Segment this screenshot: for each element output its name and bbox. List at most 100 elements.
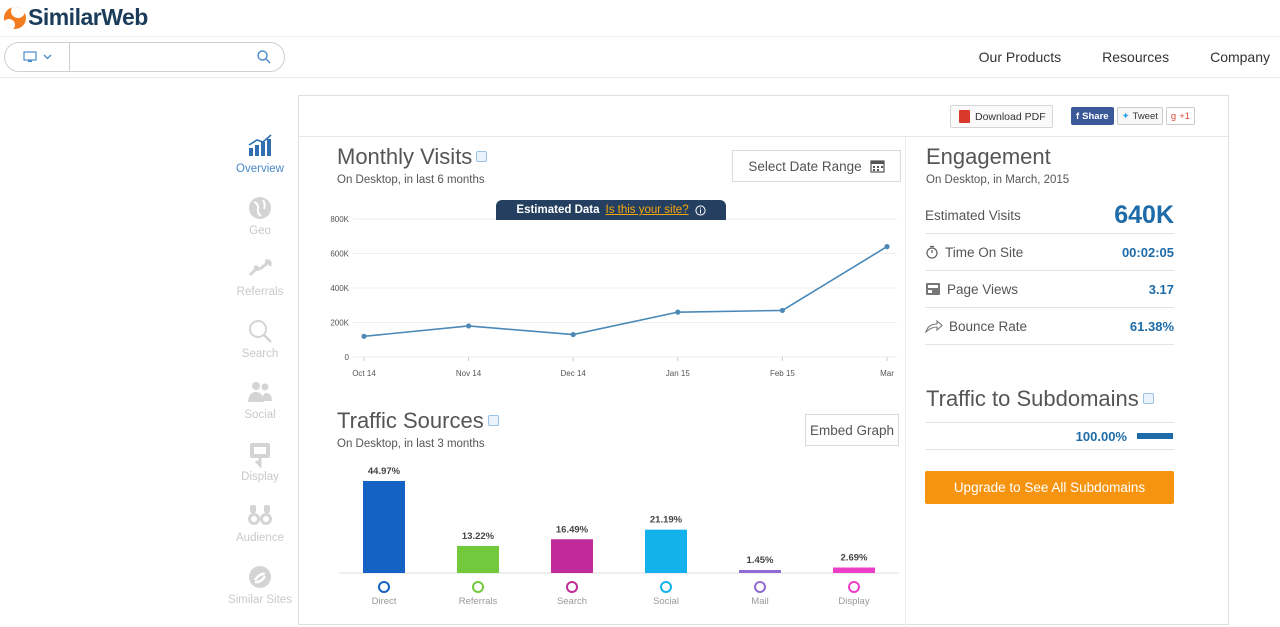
- visits-point: [884, 244, 890, 250]
- tweet-button[interactable]: ✦ Tweet: [1116, 107, 1163, 125]
- similarweb-logo[interactable]: SimilarWeb: [4, 4, 148, 31]
- subdomains-title: Traffic to Subdomains: [926, 386, 1139, 411]
- nav-company[interactable]: Company: [1210, 49, 1270, 65]
- engagement-header: Engagement On Desktop, in March, 2015: [926, 144, 1069, 186]
- bar-value-label: 13.22%: [462, 531, 495, 542]
- metric-label: Page Views: [947, 281, 1019, 297]
- traffic-bar: [645, 529, 687, 573]
- nav-our-products[interactable]: Our Products: [978, 49, 1062, 65]
- y-tick-label: 800K: [330, 215, 349, 224]
- sidebar-item-referrals[interactable]: Referrals: [226, 255, 294, 317]
- visits-point: [779, 307, 785, 314]
- help-icon[interactable]: [487, 414, 499, 426]
- engagement-row-bounce: Bounce Rate 61.38%: [925, 308, 1174, 345]
- pdf-icon: [959, 110, 970, 123]
- bounce-arrow-icon: [925, 319, 943, 333]
- logo-icon: [4, 6, 26, 29]
- category-label: Social: [653, 596, 679, 607]
- subdomain-share-bar: [1137, 433, 1173, 439]
- y-tick-label: 600K: [330, 250, 349, 259]
- download-pdf-button[interactable]: Download PDF: [950, 105, 1053, 128]
- sidebar-item-search[interactable]: Search: [226, 317, 294, 379]
- subdomains-header: Traffic to Subdomains: [926, 386, 1154, 412]
- category-icon-shape: [660, 581, 672, 593]
- category-icon-shape: [472, 581, 484, 593]
- monthly-visits-title-row: Monthly Visits: [337, 144, 488, 170]
- visits-point: [466, 323, 472, 329]
- metric-value: 61.38%: [1129, 318, 1174, 334]
- monthly-visits-title: Monthly Visits: [337, 144, 473, 169]
- mail-icon: [754, 581, 766, 593]
- help-icon[interactable]: [476, 150, 488, 162]
- traffic-sources-subtitle: On Desktop, in last 3 months: [337, 438, 485, 450]
- google-plus-button[interactable]: g +1: [1165, 107, 1196, 125]
- visits-point: [570, 331, 576, 338]
- category-icon-shape: [566, 581, 578, 593]
- x-tick-label: Oct 14: [352, 369, 376, 378]
- bar-value-label: 44.97%: [368, 466, 401, 477]
- facebook-icon: f: [1076, 110, 1080, 122]
- is-this-your-site-link[interactable]: Is this your site?: [605, 204, 689, 216]
- social-icon: [660, 581, 672, 593]
- sidebar-item-overview[interactable]: Overview: [226, 132, 294, 194]
- estimated-data-label: Estimated Data: [516, 204, 600, 216]
- header-divider: [0, 36, 1280, 37]
- category-icon-shape: [754, 581, 766, 593]
- sidebar-item-geo[interactable]: Geo: [226, 194, 294, 256]
- card-toolbar: Download PDF f Share ✦ Tweet g +1: [299, 96, 1228, 137]
- similar-sites-icon: [249, 565, 271, 588]
- globe-icon: [249, 196, 271, 219]
- category-icon-shape: [378, 581, 390, 593]
- traffic-bar: [363, 481, 405, 573]
- page-icon: [926, 283, 940, 295]
- x-tick-label: Dec 14: [561, 369, 587, 378]
- sidebar-item-social[interactable]: Social: [226, 378, 294, 440]
- column-divider: [905, 137, 906, 627]
- social-share: f Share ✦ Tweet g +1: [1071, 107, 1196, 125]
- x-tick-label: Mar: [880, 369, 894, 378]
- x-tick-label: Jan 15: [666, 369, 691, 378]
- overview-card: Download PDF f Share ✦ Tweet g +1 Monthly V…: [298, 95, 1229, 627]
- sidebar-item-display[interactable]: Display: [226, 440, 294, 502]
- nav-resources[interactable]: Resources: [1102, 49, 1170, 65]
- category-label: Display: [838, 596, 869, 607]
- traffic-bar: [833, 567, 875, 573]
- upgrade-subdomains-button[interactable]: Upgrade to See All Subdomains: [925, 471, 1174, 504]
- sidebar-item-similar-sites[interactable]: Similar Sites: [226, 563, 294, 625]
- monthly-visits-chart: 0 200K 400K 600K 800K Oct 14 Nov 14 Dec 14 Jan 1…: [330, 215, 897, 378]
- select-date-range-button[interactable]: Select Date Range: [732, 150, 901, 182]
- bar-value-label: 16.49%: [556, 524, 589, 535]
- visits-point: [361, 333, 367, 339]
- estimated-data-banner: Estimated Data Is this your site?: [496, 200, 726, 220]
- metric-label-wrap: Page Views: [925, 282, 1018, 297]
- category-label: Mail: [751, 596, 768, 607]
- traffic-sources-header: Traffic Sources On Desktop, in last 3 mo…: [337, 408, 499, 450]
- traffic-sources-chart: 44.97% Direct 13.22% Referrals 16.49% Search 2…: [339, 466, 899, 607]
- facebook-share-button[interactable]: f Share: [1071, 107, 1114, 125]
- top-nav: Our Products Resources Company: [979, 49, 1270, 65]
- search-icon[interactable]: [256, 49, 272, 65]
- search-input[interactable]: [75, 46, 250, 68]
- visits-line: [363, 245, 888, 338]
- stopwatch-icon: [926, 245, 938, 259]
- date-range-label: Select Date Range: [748, 158, 862, 174]
- device-selector[interactable]: [5, 43, 70, 71]
- desktop-icon: [22, 51, 37, 62]
- metric-label-wrap: Bounce Rate: [925, 319, 1027, 334]
- sidebar-item-label: Display: [241, 470, 279, 483]
- calendar-icon: [870, 160, 885, 173]
- sidebar-item-label: Overview: [236, 163, 284, 175]
- bar-chart-icon: [248, 134, 272, 156]
- metric-value: 3.17: [1148, 281, 1174, 297]
- subdomains-title-row: Traffic to Subdomains: [926, 386, 1154, 412]
- metric-label-wrap: Time On Site: [925, 245, 1023, 260]
- gplus-icon: g: [1170, 110, 1177, 122]
- help-icon[interactable]: [1142, 392, 1154, 404]
- sidebar-item-audience[interactable]: Audience: [226, 501, 294, 563]
- subdomain-share: 100.00%: [1075, 428, 1127, 444]
- metric-value: 640K: [1114, 201, 1174, 229]
- embed-graph-button[interactable]: Embed Graph: [805, 414, 899, 446]
- search-icon: [566, 581, 578, 593]
- target-icon: [378, 581, 390, 593]
- info-icon[interactable]: [694, 204, 706, 216]
